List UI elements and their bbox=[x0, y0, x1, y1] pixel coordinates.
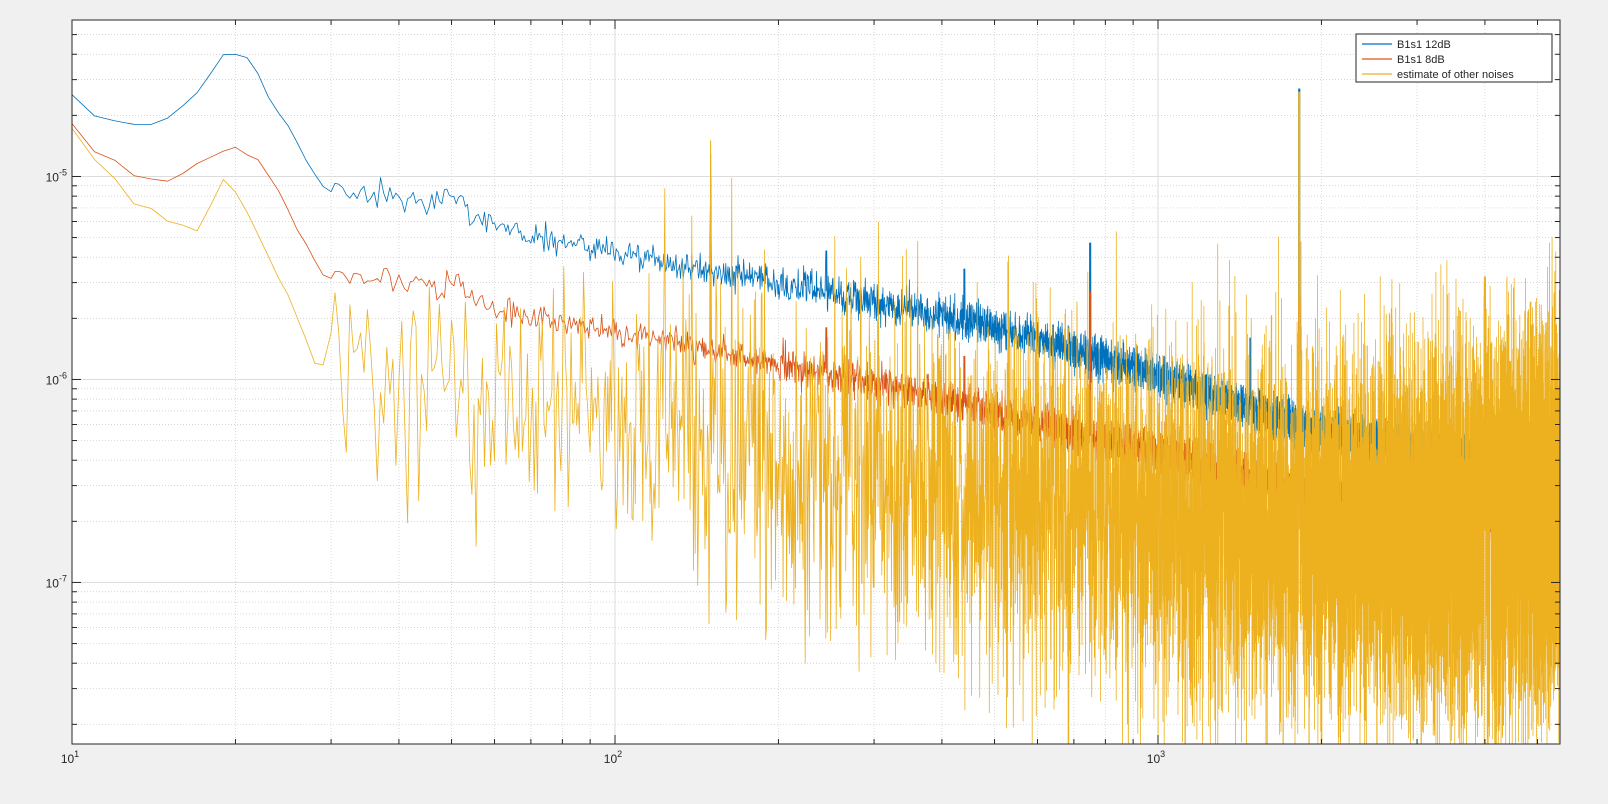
series-line-3 bbox=[72, 91, 1560, 744]
legend-entry: B1s1 12dB bbox=[1397, 39, 1451, 51]
axes-box bbox=[71, 19, 1561, 745]
legend: B1s1 12dB B1s1 8dB estimate of other noise… bbox=[1355, 33, 1553, 83]
legend-entry: estimate of other noises bbox=[1397, 69, 1514, 81]
axis-ticks bbox=[71, 20, 1560, 744]
y-tick-label: 10-7 bbox=[46, 573, 67, 590]
y-tick-label: 10-6 bbox=[46, 370, 67, 387]
series-layer bbox=[72, 54, 1560, 744]
x-axis-tick-labels: 101 102 103 bbox=[61, 749, 1165, 766]
x-tick-label: 102 bbox=[604, 749, 622, 766]
y-tick-label: 10-5 bbox=[46, 167, 67, 184]
x-tick-label: 101 bbox=[61, 749, 79, 766]
x-tick-label: 103 bbox=[1147, 749, 1165, 766]
legend-entry: B1s1 8dB bbox=[1397, 54, 1445, 66]
y-axis-tick-labels: 10-7 10-6 10-5 bbox=[46, 167, 67, 590]
